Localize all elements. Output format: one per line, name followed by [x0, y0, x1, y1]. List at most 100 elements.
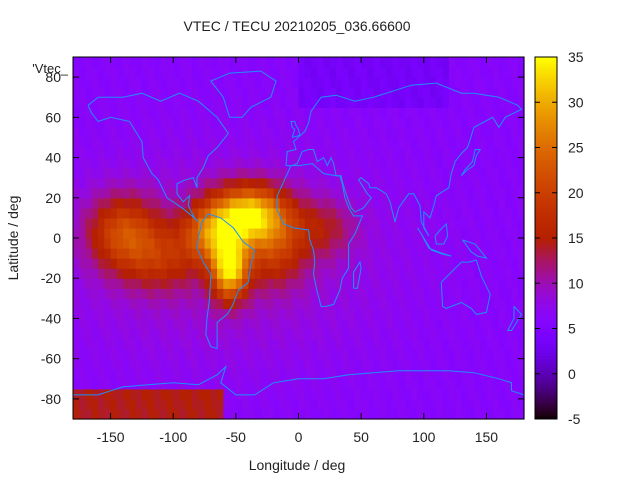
heatmap-cell [248, 388, 256, 400]
heatmap-cell [267, 157, 275, 169]
heatmap-cell [480, 248, 488, 259]
heatmap-cell [323, 197, 331, 209]
heatmap-cell [442, 368, 450, 380]
heatmap-cell [517, 167, 525, 179]
heatmap-cell [505, 87, 513, 98]
colorbar-segment [535, 141, 557, 145]
heatmap-cell [430, 248, 437, 259]
heatmap-cell [85, 117, 93, 128]
heatmap-cell [185, 67, 193, 78]
heatmap-cell [110, 238, 118, 249]
heatmap-cell [404, 167, 412, 179]
heatmap-cell [455, 368, 462, 380]
heatmap-cell [192, 238, 199, 249]
heatmap-cell [298, 117, 306, 128]
heatmap-cell [141, 328, 149, 340]
heatmap-cell [91, 217, 99, 229]
heatmap-cell [285, 87, 293, 98]
colorbar-segment [535, 298, 557, 302]
heatmap-cell [342, 288, 350, 299]
heatmap-cell [98, 398, 105, 410]
heatmap-cell [217, 167, 224, 179]
heatmap-cell [160, 338, 168, 350]
heatmap-cell [91, 388, 99, 400]
heatmap-cell [511, 318, 519, 330]
heatmap-cell [467, 358, 475, 370]
heatmap-cell [486, 248, 494, 259]
heatmap-cell [160, 57, 168, 68]
heatmap-cell [455, 328, 462, 340]
heatmap-cell [373, 187, 381, 199]
heatmap-cell [254, 258, 262, 269]
heatmap-cell [361, 137, 368, 149]
heatmap-cell [98, 67, 105, 78]
heatmap-cell [342, 167, 350, 179]
heatmap-cell [116, 308, 124, 320]
heatmap-cell [91, 288, 99, 299]
heatmap-cell [185, 137, 193, 149]
heatmap-cell [210, 298, 218, 309]
heatmap-cell [160, 127, 168, 139]
heatmap-cell [411, 378, 419, 390]
heatmap-cell [179, 378, 187, 390]
colorbar-segment [535, 111, 557, 115]
heatmap-cell [260, 368, 268, 380]
heatmap-cell [248, 298, 256, 309]
heatmap-cell [417, 87, 425, 98]
heatmap-cell [436, 358, 444, 370]
colorbar-segment [535, 120, 557, 124]
heatmap-cell [235, 258, 243, 269]
heatmap-cell [473, 358, 481, 370]
heatmap-cell [166, 67, 174, 78]
heatmap-cell [311, 107, 318, 118]
heatmap-cell [98, 137, 105, 149]
heatmap-cell [386, 328, 394, 340]
heatmap-cell [323, 157, 331, 169]
heatmap-cell [461, 87, 469, 98]
heatmap-cell [430, 147, 437, 159]
heatmap-cell [455, 398, 462, 410]
heatmap-cell [329, 408, 337, 420]
heatmap-cell [430, 127, 437, 139]
heatmap-cell [166, 308, 174, 320]
heatmap-cell [379, 147, 387, 159]
heatmap-cell [248, 288, 256, 299]
heatmap-cell [73, 278, 80, 289]
heatmap-cell [173, 147, 181, 159]
heatmap-cell [317, 107, 325, 118]
heatmap-cell [392, 348, 400, 360]
heatmap-cell [91, 147, 99, 159]
heatmap-cell [517, 107, 525, 118]
heatmap-cell [73, 57, 80, 68]
heatmap-cell [154, 157, 162, 169]
heatmap-cell [404, 117, 412, 128]
heatmap-cell [204, 147, 212, 159]
heatmap-cell [298, 107, 306, 118]
heatmap-cell [298, 358, 306, 370]
heatmap-cell [148, 107, 156, 118]
heatmap-cell [461, 117, 469, 128]
heatmap-cell [392, 157, 400, 169]
heatmap-cell [517, 328, 525, 340]
heatmap-cell [492, 177, 500, 189]
heatmap-cell [342, 258, 350, 269]
heatmap-cell [367, 358, 375, 370]
heatmap-cell [467, 388, 475, 400]
heatmap-cell [292, 57, 300, 68]
heatmap-cell [505, 408, 513, 420]
heatmap-cell [198, 378, 206, 390]
heatmap-cell [292, 368, 300, 380]
heatmap-cell [423, 197, 431, 209]
heatmap-cell [248, 97, 256, 108]
heatmap-cell [254, 147, 262, 159]
heatmap-cell [373, 288, 381, 299]
heatmap-cell [367, 117, 375, 128]
heatmap-cell [467, 97, 475, 108]
heatmap-cell [298, 177, 306, 189]
heatmap-cell [473, 177, 481, 189]
heatmap-cell [436, 97, 444, 108]
heatmap-cell [486, 348, 494, 360]
heatmap-cell [329, 398, 337, 410]
heatmap-cell [148, 177, 156, 189]
